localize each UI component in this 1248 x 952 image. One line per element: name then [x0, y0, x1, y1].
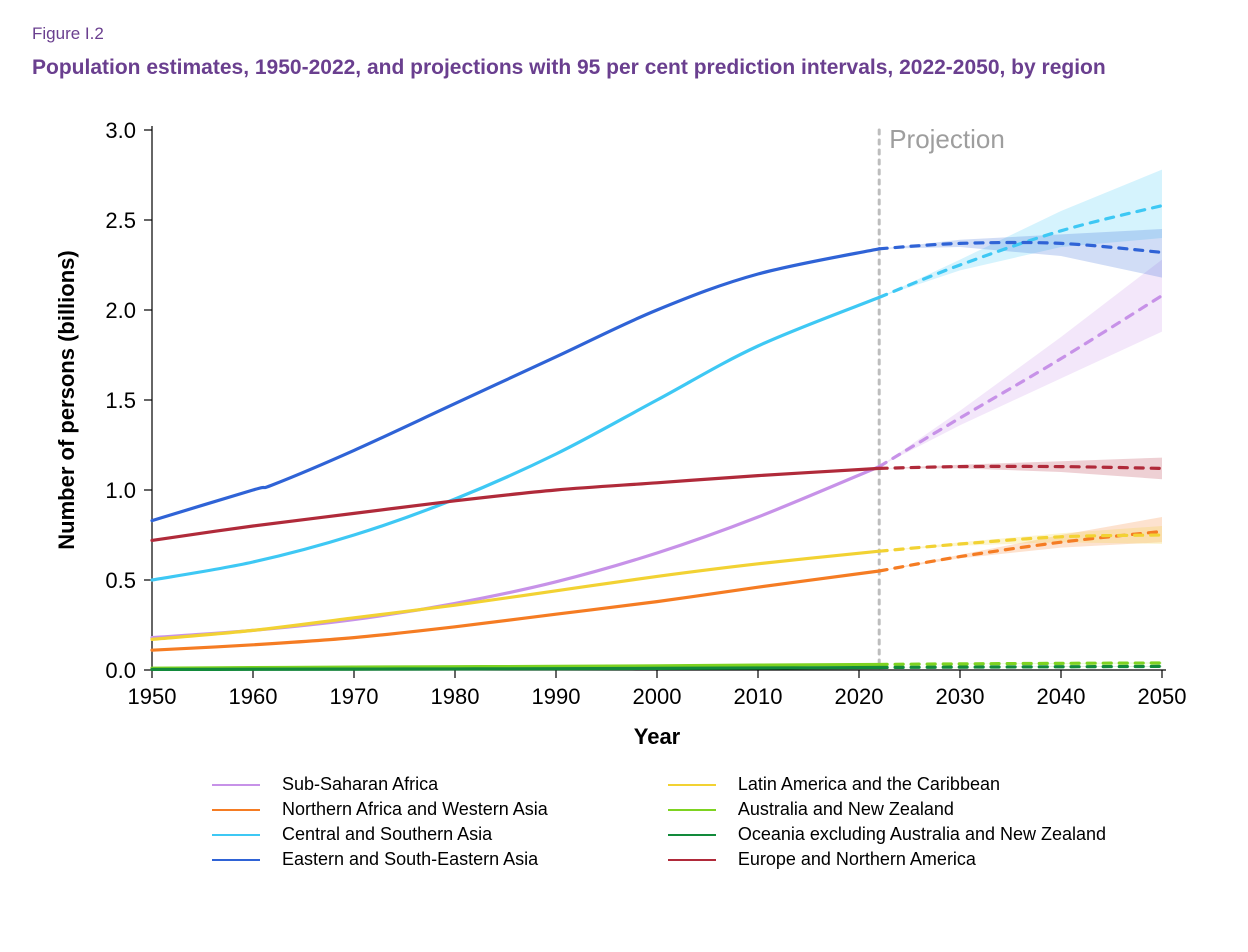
- line-csa-historical: [152, 298, 879, 581]
- y-tick-label: 1.5: [105, 388, 136, 413]
- y-tick-label: 2.0: [105, 298, 136, 323]
- legend-item-esea: Eastern and South-Eastern Asia: [212, 849, 548, 870]
- line-ssa-historical: [152, 467, 879, 638]
- x-tick-label: 2040: [1037, 684, 1086, 709]
- legend-label: Oceania excluding Australia and New Zeal…: [738, 824, 1106, 845]
- legend-label: Latin America and the Caribbean: [738, 774, 1000, 795]
- x-tick-label: 2050: [1138, 684, 1187, 709]
- legend-item-csa: Central and Southern Asia: [212, 824, 548, 845]
- legend-item-ena: Europe and Northern America: [668, 849, 1106, 870]
- legend-label: Central and Southern Asia: [282, 824, 492, 845]
- population-line-chart: 0.0 0.5 1.0 1.5 2.0 2.5 3.0 1950 1960 1970 1980 199…: [32, 110, 1216, 760]
- y-tick-label: 1.0: [105, 478, 136, 503]
- legend-item-oce: Oceania excluding Australia and New Zeal…: [668, 824, 1106, 845]
- line-ena-historical: [152, 469, 879, 541]
- legend-item-lac: Latin America and the Caribbean: [668, 774, 1106, 795]
- legend-swatch: [668, 809, 716, 811]
- x-tick-label: 1960: [229, 684, 278, 709]
- x-tick-label: 2000: [633, 684, 682, 709]
- y-axis-label: Number of persons (billions): [54, 251, 79, 550]
- legend: Sub-Saharan Africa Northern Africa and We…: [212, 774, 1216, 870]
- legend-swatch: [212, 859, 260, 861]
- interval-ssa: [879, 260, 1162, 467]
- legend-column: Latin America and the Caribbean Australia…: [668, 774, 1106, 870]
- projection-label: Projection: [889, 124, 1005, 154]
- legend-item-nafwa: Northern Africa and Western Asia: [212, 799, 548, 820]
- interval-nafwa: [879, 517, 1162, 571]
- chart-container: 0.0 0.5 1.0 1.5 2.0 2.5 3.0 1950 1960 1970 1980 199…: [32, 110, 1216, 760]
- x-tick-label: 1970: [330, 684, 379, 709]
- line-oce-historical: [152, 668, 879, 670]
- line-ssa-projection: [879, 296, 1162, 467]
- x-axis-label: Year: [634, 724, 681, 749]
- legend-label: Sub-Saharan Africa: [282, 774, 438, 795]
- legend-label: Europe and Northern America: [738, 849, 976, 870]
- line-esea-historical: [152, 249, 879, 521]
- legend-swatch: [212, 809, 260, 811]
- legend-swatch: [668, 784, 716, 786]
- y-tick-label: 3.0: [105, 118, 136, 143]
- legend-label: Northern Africa and Western Asia: [282, 799, 548, 820]
- line-nafwa-historical: [152, 571, 879, 650]
- figure-title: Population estimates, 1950-2022, and pro…: [32, 54, 1132, 82]
- legend-item-anz: Australia and New Zealand: [668, 799, 1106, 820]
- legend-label: Australia and New Zealand: [738, 799, 954, 820]
- legend-swatch: [668, 834, 716, 836]
- figure-number: Figure I.2: [32, 24, 1216, 44]
- legend-item-ssa: Sub-Saharan Africa: [212, 774, 548, 795]
- y-tick-label: 0.5: [105, 568, 136, 593]
- x-tick-label: 2010: [734, 684, 783, 709]
- legend-swatch: [212, 784, 260, 786]
- y-tick-label: 2.5: [105, 208, 136, 233]
- y-tick-label: 0.0: [105, 658, 136, 683]
- line-lac-historical: [152, 552, 879, 640]
- x-tick-label: 1990: [532, 684, 581, 709]
- x-tick-label: 2030: [936, 684, 985, 709]
- x-tick-label: 1980: [431, 684, 480, 709]
- legend-label: Eastern and South-Eastern Asia: [282, 849, 538, 870]
- legend-column: Sub-Saharan Africa Northern Africa and We…: [212, 774, 548, 870]
- x-tick-label: 1950: [128, 684, 177, 709]
- legend-swatch: [668, 859, 716, 861]
- x-tick-label: 2020: [835, 684, 884, 709]
- legend-swatch: [212, 834, 260, 836]
